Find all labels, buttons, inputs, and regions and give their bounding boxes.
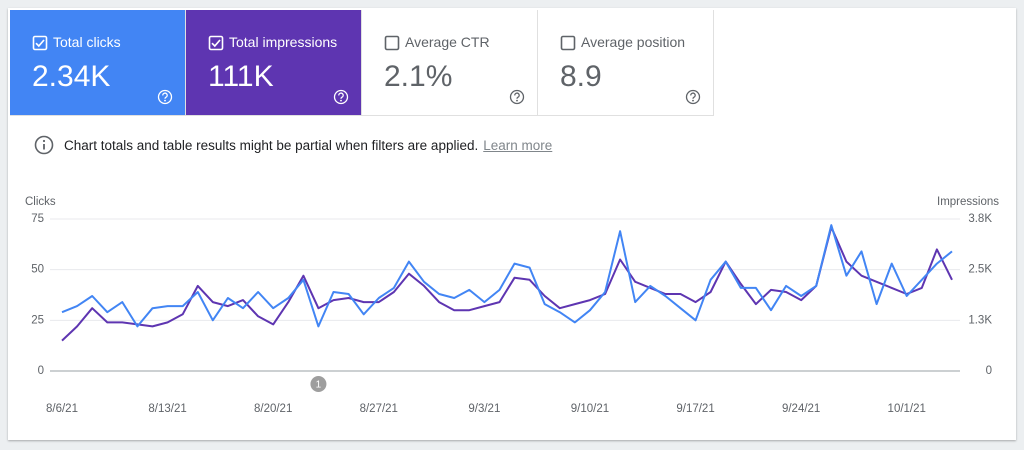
checkbox (560, 35, 576, 51)
info-icon (34, 135, 54, 155)
x-tick-label: 9/17/21 (676, 403, 714, 415)
metric-card[interactable]: Total clicks 2.34K (10, 10, 186, 116)
metric-label: Total impressions (229, 34, 338, 50)
checkbox (384, 35, 400, 51)
help-dot (164, 99, 166, 102)
metric-label: Average CTR (405, 34, 490, 50)
x-tick-label: 10/1/21 (888, 403, 926, 415)
checkbox-box (208, 35, 224, 51)
x-tick-label: 8/27/21 (360, 403, 398, 415)
checkbox-box (384, 35, 400, 51)
metric-value: 8.9 (560, 60, 602, 93)
help-dot (692, 99, 694, 102)
metric-value: 2.1% (384, 60, 453, 93)
help-icon (509, 89, 525, 105)
notice-text: Chart totals and table results might be … (64, 137, 479, 153)
series-line (61, 226, 953, 342)
chart: Clicks Impressions 0 25 50 75 0 1.3K 2.5K 3.8K 8/6… (25, 196, 999, 415)
metric-card[interactable]: Average position 8.9 (538, 10, 714, 116)
help-circle (333, 89, 349, 105)
y-tick-label: 25 (31, 314, 44, 326)
y2-tick-label: 2.5K (968, 264, 992, 276)
checkbox-box (32, 35, 48, 51)
y2-tick-label: 3.8K (968, 213, 992, 225)
y2-tick-label: 0 (986, 365, 992, 377)
metric-card[interactable]: Average CTR 2.1% (362, 10, 538, 116)
series-line (61, 224, 953, 328)
help-mark (338, 92, 344, 99)
performance-panel: Clicks Impressions 0 25 50 75 0 1.3K 2.5K 3.8K 8/6… (8, 8, 1016, 440)
checkmark (35, 39, 45, 48)
checkbox-box (560, 35, 576, 51)
help-circle (685, 89, 701, 105)
help-dot (340, 99, 342, 102)
x-tick-label: 9/3/21 (468, 403, 500, 415)
y-tick-label: 50 (31, 264, 44, 276)
help-circle (157, 89, 173, 105)
help-icon (685, 89, 701, 105)
help-icon (157, 89, 173, 105)
metric-label: Average position (581, 34, 686, 50)
y-tick-label: 0 (38, 365, 44, 377)
help-icon (333, 89, 349, 105)
x-tick-label: 8/20/21 (254, 403, 292, 415)
y-axis-title: Clicks (25, 196, 56, 208)
learn-more-link[interactable]: Learn more (483, 137, 553, 153)
metric-label: Total clicks (53, 34, 121, 50)
x-tick-label: 8/13/21 (148, 403, 186, 415)
metric-card[interactable]: Total impressions 111K (186, 10, 362, 116)
x-tick-label: 8/6/21 (46, 403, 78, 415)
metric-value: 2.34K (32, 60, 111, 93)
annotation-label: 1 (316, 380, 322, 391)
help-circle (509, 89, 525, 105)
metric-value: 111K (208, 60, 274, 93)
x-tick-label: 9/24/21 (782, 403, 820, 415)
annotation-marker (310, 376, 327, 392)
checkbox (32, 35, 48, 51)
help-dot (516, 99, 518, 102)
help-mark (514, 92, 520, 99)
checkmark (211, 39, 221, 48)
help-mark (162, 92, 168, 99)
y2-axis-title: Impressions (937, 196, 999, 208)
y-tick-label: 75 (31, 213, 44, 225)
metric-cards: Total clicks 2.34K Total impressions 111K Av… (10, 10, 714, 116)
help-mark (690, 92, 696, 99)
y2-tick-label: 1.3K (968, 314, 992, 326)
x-tick-label: 9/10/21 (571, 403, 609, 415)
checkbox (208, 35, 224, 51)
notice: Chart totals and table results might be … (34, 133, 552, 157)
